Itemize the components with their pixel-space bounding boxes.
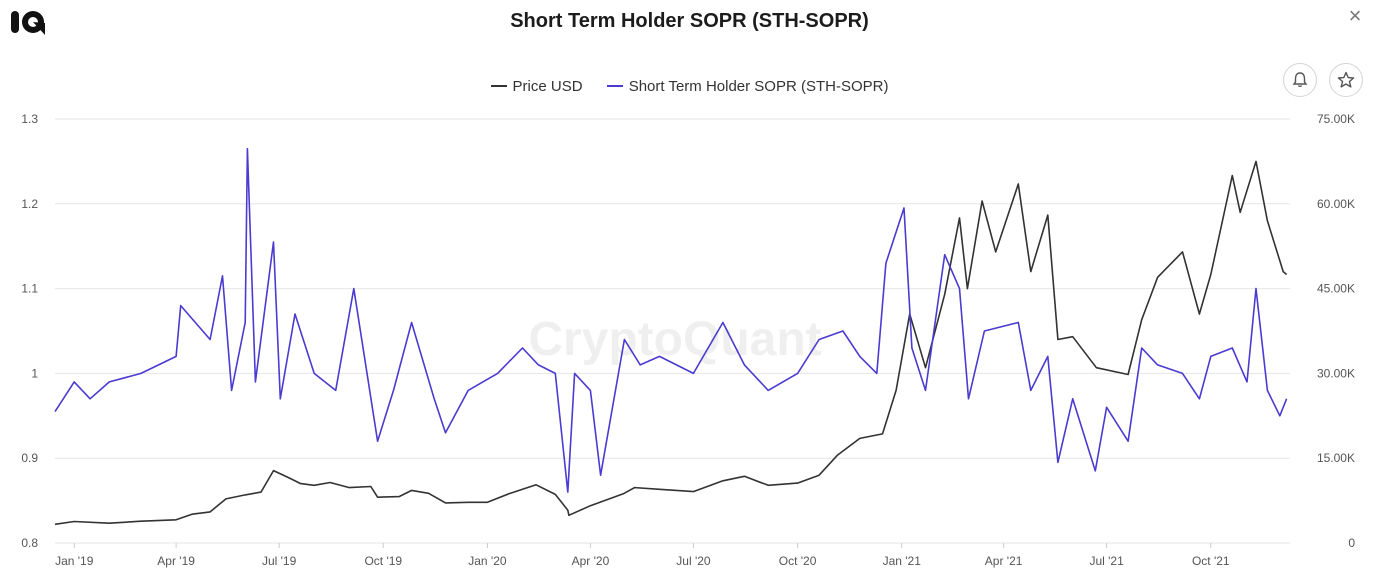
x-tick-label: Apr '20	[572, 554, 610, 568]
y-axis-right: 0 15.00K 30.00K 45.00K 60.00K 75.00K	[1317, 112, 1355, 550]
y-left-tick-label: 1	[31, 366, 38, 380]
x-axis: Jan '19 Apr '19 Jul '19 Oct '19 Jan '20 Apr '…	[55, 543, 1230, 568]
series-line-sopr	[54, 147, 1288, 493]
x-tick-label: Oct '20	[779, 554, 817, 568]
chart-grid	[55, 118, 1290, 544]
x-tick-label: Jul '21	[1089, 554, 1124, 568]
x-tick-label: Apr '21	[985, 554, 1023, 568]
y-right-tick-label: 60.00K	[1317, 197, 1355, 211]
x-tick-label: Oct '21	[1192, 554, 1230, 568]
x-tick-label: Jan '21	[883, 554, 922, 568]
chart-legend: Price USD Short Term Holder SOPR (STH-SO…	[0, 74, 1379, 95]
bell-icon	[1292, 72, 1308, 88]
y-left-tick-label: 1.1	[21, 282, 38, 296]
y-right-tick-label: 45.00K	[1317, 282, 1355, 296]
star-icon	[1337, 71, 1355, 88]
x-tick-label: Jan '19	[55, 554, 94, 568]
close-icon[interactable]: ×	[1348, 3, 1362, 28]
y-left-tick-label: 1.2	[21, 197, 38, 211]
x-tick-label: Oct '19	[364, 554, 402, 568]
y-left-tick-label: 0.8	[21, 536, 38, 550]
cryptoquant-logo	[11, 9, 45, 35]
y-axis-left: 0.8 0.9 1 1.1 1.2 1.3	[21, 112, 38, 550]
y-right-tick-label: 0	[1348, 536, 1355, 550]
legend-label-price: Price USD	[512, 77, 583, 95]
legend-item-price[interactable]: Price USD	[490, 77, 583, 95]
y-right-tick-label: 75.00K	[1317, 112, 1355, 126]
legend-swatch-price	[490, 85, 507, 87]
alert-button[interactable]	[1283, 63, 1317, 97]
legend-item-sopr[interactable]: Short Term Holder SOPR (STH-SOPR)	[606, 77, 889, 95]
x-tick-label: Jul '20	[676, 554, 711, 568]
x-tick-label: Jan '20	[468, 554, 507, 568]
watermark: CryptoQuant	[528, 313, 821, 366]
x-tick-label: Apr '19	[157, 554, 195, 568]
page-title: Short Term Holder SOPR (STH-SOPR)	[510, 10, 869, 32]
legend-label-sopr: Short Term Holder SOPR (STH-SOPR)	[628, 77, 889, 95]
favorite-button[interactable]	[1329, 63, 1363, 97]
y-right-tick-label: 15.00K	[1317, 451, 1355, 465]
legend-swatch-sopr	[606, 85, 623, 87]
x-tick-label: Jul '19	[262, 554, 297, 568]
y-left-tick-label: 1.3	[21, 112, 38, 126]
series-line-price	[54, 160, 1288, 526]
y-right-tick-label: 30.00K	[1317, 366, 1355, 380]
y-left-tick-label: 0.9	[21, 451, 38, 465]
